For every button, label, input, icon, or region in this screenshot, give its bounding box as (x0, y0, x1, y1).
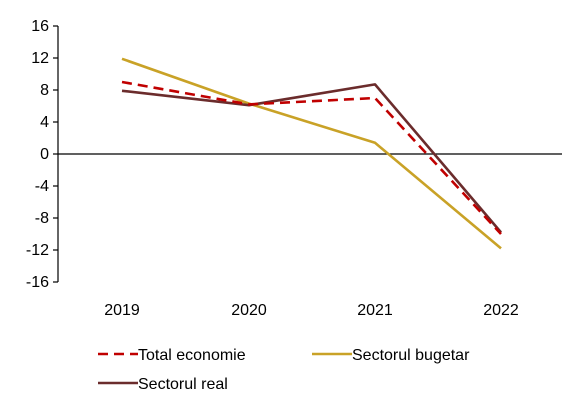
y-tick-label: 12 (31, 50, 49, 67)
legend-label: Sectorul bugetar (352, 347, 470, 364)
y-tick-label: -12 (26, 242, 49, 259)
y-axis-ticks: 16 12 8 4 0 -4 -8 -12 -16 (26, 18, 58, 291)
y-tick-label: -8 (35, 210, 49, 227)
x-tick-label: 2021 (357, 302, 393, 319)
x-tick-label: 2022 (483, 302, 519, 319)
series-line-sectorul-bugetar (121, 57, 502, 250)
series-line-total-economie (121, 80, 502, 235)
series-lines (121, 57, 502, 250)
y-tick-label: -16 (26, 274, 49, 291)
legend-label: Sectorul real (138, 376, 228, 393)
chart-legend: Total economie Sectorul bugetar Sectorul r… (98, 347, 470, 393)
x-tick-label: 2019 (104, 302, 140, 319)
legend-item: Sectorul bugetar (312, 347, 470, 364)
y-tick-label: 4 (40, 114, 49, 131)
chart-axes (57, 26, 562, 282)
y-tick-label: 8 (40, 82, 49, 99)
x-axis-ticks: 2019 2020 2021 2022 (104, 302, 519, 319)
x-tick-label: 2020 (231, 302, 267, 319)
y-tick-label: 16 (31, 18, 49, 35)
legend-item: Total economie (98, 347, 246, 364)
series-line-sectorul-real (121, 83, 502, 234)
y-tick-label: -4 (35, 178, 49, 195)
legend-label: Total economie (138, 347, 246, 364)
legend-item: Sectorul real (98, 376, 228, 393)
y-tick-label: 0 (40, 146, 49, 163)
